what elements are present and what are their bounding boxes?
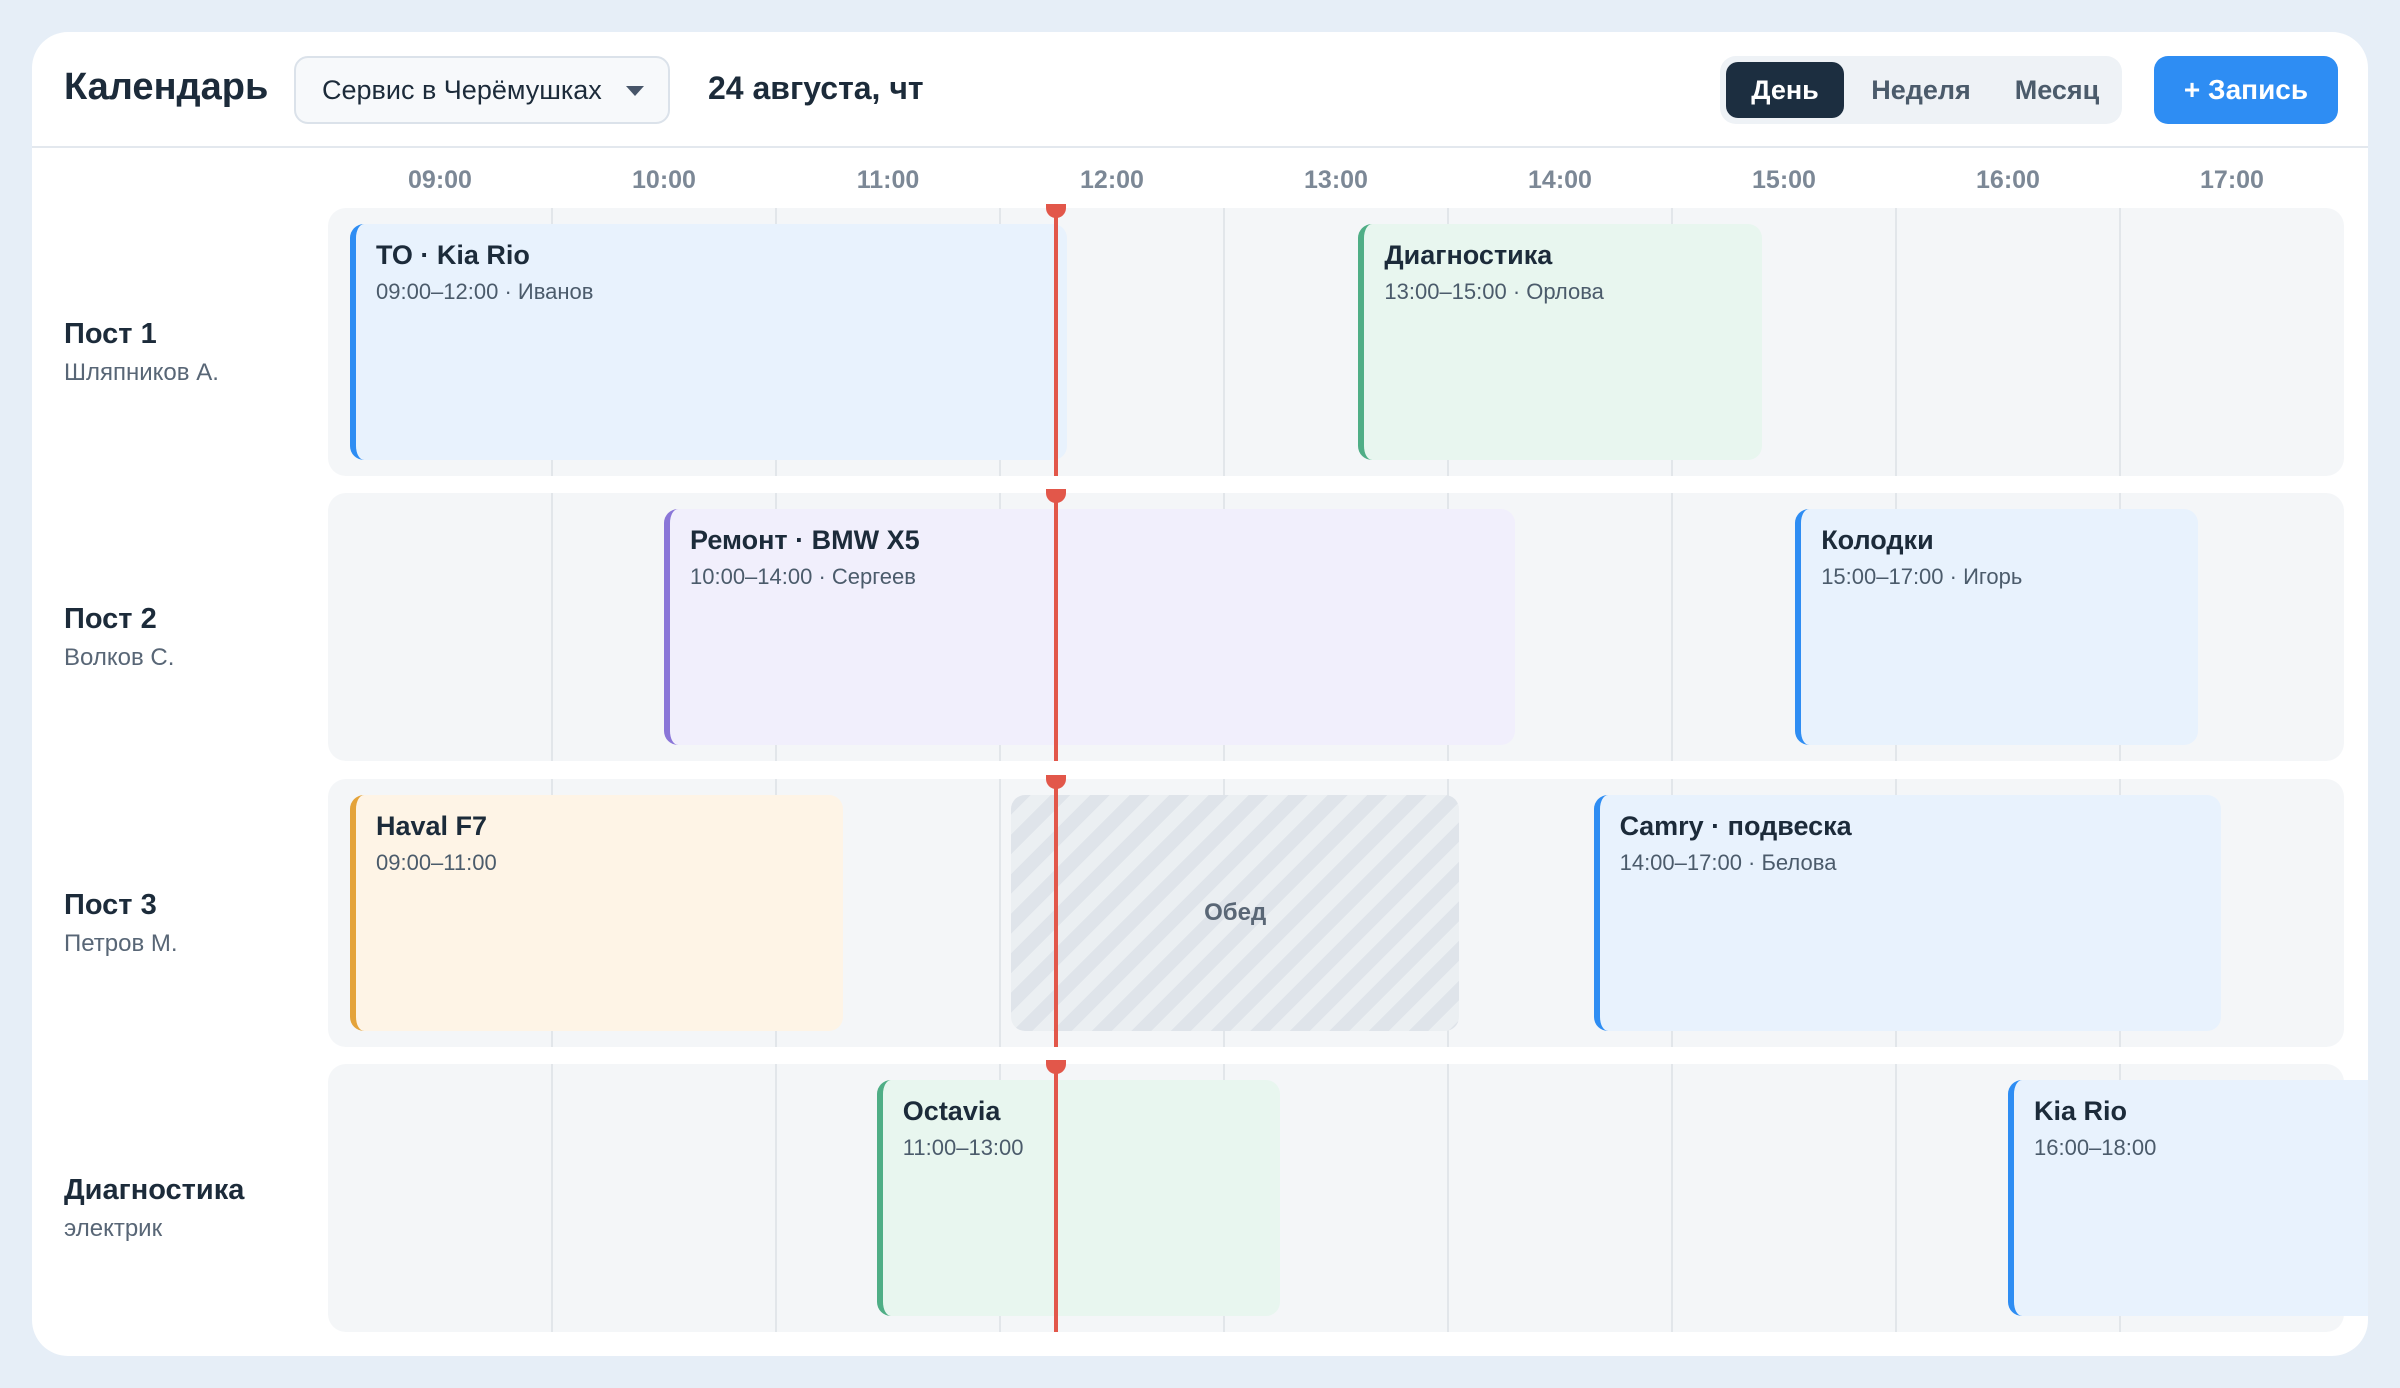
grid-line: [551, 493, 553, 761]
appointment-card[interactable]: Ремонт · BMW X5 10:00–14:00 · Сергеев: [664, 509, 1516, 745]
page-title: Календарь: [64, 66, 269, 108]
hour-label: 11:00: [856, 166, 920, 194]
appointment-title: ТО · Kia Rio: [376, 240, 530, 270]
grid-line: [1671, 493, 1673, 761]
location-select-value: Сервис в Черёмушках: [322, 74, 602, 105]
appointment-card[interactable]: Kia Rio 16:00–18:00: [2008, 1080, 2368, 1316]
calendar-card: Календарь Сервис в Черёмушках 24 августа…: [32, 32, 2368, 1356]
appointment-card[interactable]: ТО · Kia Rio 09:00–12:00 · Иванов: [350, 224, 1068, 460]
appointment-title: Колодки: [1821, 525, 1934, 555]
view-week-tab[interactable]: Неделя: [1871, 75, 1971, 105]
appointment-meta: 10:00–14:00 · Сергеев: [690, 564, 916, 589]
appointment-meta: 09:00–12:00 · Иванов: [376, 279, 594, 304]
grid-line: [1223, 208, 1225, 476]
resource-label: Диагностика электрик: [64, 1174, 244, 1243]
appointment-meta: 13:00–15:00 · Орлова: [1384, 279, 1604, 304]
view-month-tab[interactable]: Месяц: [2014, 75, 2100, 105]
current-time-marker-icon: [1046, 775, 1066, 789]
current-time-marker-icon: [1046, 204, 1066, 218]
grid-line: [551, 1064, 553, 1332]
grid-line: [999, 779, 1001, 1047]
appointment-title: Octavia: [902, 1096, 1001, 1126]
appointment-title: Диагностика: [1384, 240, 1553, 270]
hour-label: 09:00: [408, 166, 472, 194]
resource-staff: Петров М.: [64, 930, 178, 957]
resource-label: Пост 2 Волков С.: [64, 603, 174, 672]
current-time-indicator: [1046, 204, 1066, 476]
appointment-card[interactable]: Octavia 11:00–13:00: [876, 1080, 1280, 1316]
current-time-indicator: [1046, 775, 1066, 1047]
grid-line: [775, 1064, 777, 1332]
hour-label: 16:00: [1976, 166, 2040, 194]
appointment-meta: 11:00–13:00: [902, 1135, 1024, 1160]
lunch-break-block: Обед: [1011, 795, 1460, 1031]
appointment-title: Camry · подвеска: [1619, 811, 1852, 841]
current-date: 24 августа, чт: [708, 70, 924, 106]
grid-line: [2119, 208, 2121, 476]
appointment-card[interactable]: Диагностика 13:00–15:00 · Орлова: [1358, 224, 1762, 460]
current-time-indicator: [1046, 489, 1066, 761]
view-day-tab[interactable]: День: [1726, 62, 1844, 118]
hour-label: 17:00: [2200, 166, 2264, 194]
calendar-header: Календарь Сервис в Черёмушках 24 августа…: [32, 32, 2368, 148]
appointment-title: Ремонт · BMW X5: [690, 525, 920, 555]
resource-label: Пост 3 Петров М.: [64, 889, 178, 958]
appointment-meta: 09:00–11:00: [376, 850, 497, 875]
current-time-marker-icon: [1046, 489, 1066, 503]
hour-label: 15:00: [1752, 166, 1816, 194]
resource-name: Пост 1: [64, 318, 157, 350]
appointment-card[interactable]: Camry · подвеска 14:00–17:00 · Белова: [1593, 795, 2221, 1031]
appointment-meta: 14:00–17:00 · Белова: [1619, 850, 1837, 875]
resource-staff: Шляпников А.: [64, 359, 219, 386]
resource-name: Диагностика: [64, 1174, 245, 1206]
appointment-meta: 15:00–17:00 · Игорь: [1821, 564, 2023, 589]
view-switcher: День Неделя Месяц: [1720, 56, 2122, 124]
appointment-card[interactable]: Колодки 15:00–17:00 · Игорь: [1795, 509, 2199, 745]
hour-label: 12:00: [1080, 166, 1144, 194]
resource-name: Пост 2: [64, 603, 157, 635]
hour-label: 14:00: [1528, 166, 1592, 194]
resource-label: Пост 1 Шляпников А.: [64, 318, 219, 387]
resource-staff: Волков С.: [64, 644, 175, 671]
grid-line: [1895, 1064, 1897, 1332]
appointment-title: Haval F7: [376, 811, 488, 841]
hour-label: 13:00: [1304, 166, 1368, 194]
location-select[interactable]: Сервис в Черёмушках: [294, 56, 670, 124]
add-appointment-button[interactable]: + Запись: [2154, 56, 2338, 124]
resource-staff: электрик: [64, 1215, 163, 1242]
grid-line: [1447, 1064, 1449, 1332]
grid-line: [1895, 208, 1897, 476]
hour-label: 10:00: [632, 166, 696, 194]
grid-line: [1671, 1064, 1673, 1332]
resource-name: Пост 3: [64, 889, 157, 921]
appointment-meta: 16:00–18:00: [2034, 1135, 2157, 1160]
appointment-card[interactable]: Haval F7 09:00–11:00: [350, 795, 844, 1031]
appointment-title: Kia Rio: [2034, 1096, 2128, 1126]
chevron-down-icon: [626, 86, 644, 96]
current-time-marker-icon: [1046, 1060, 1066, 1074]
current-time-indicator: [1046, 1060, 1066, 1332]
